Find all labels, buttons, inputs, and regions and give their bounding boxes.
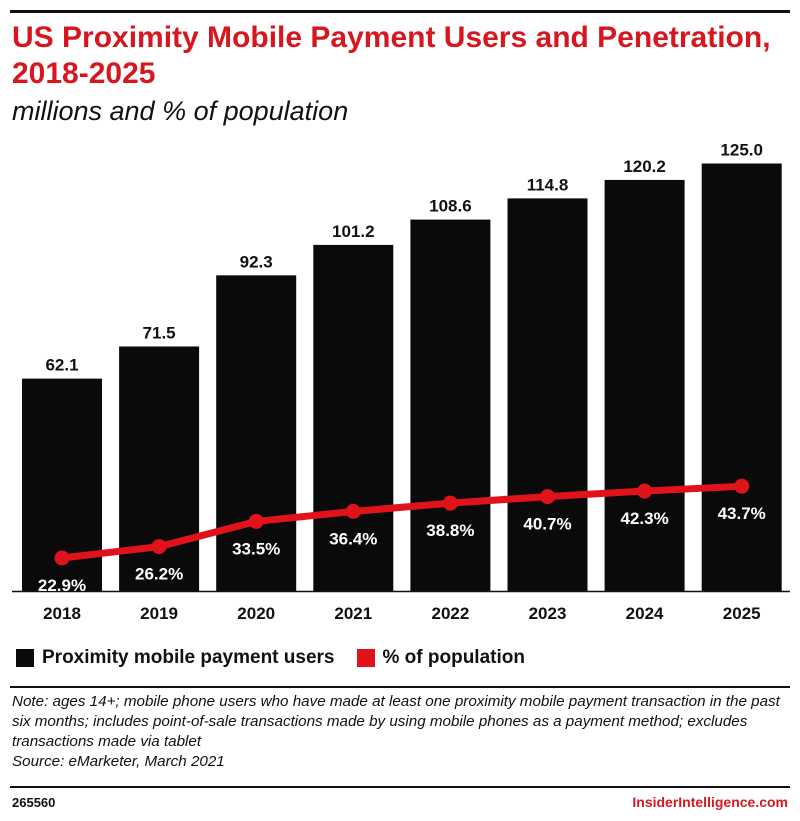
source-text: Source: eMarketer, March 2021: [12, 753, 225, 770]
bar-value-label-2019: 71.5: [143, 323, 176, 342]
chart-title: US Proximity Mobile Payment Users and Pe…: [12, 21, 771, 90]
penetration-line: [58, 482, 746, 562]
line-series: 22.9% 26.2% 33.5% 36.4% 38.8% 40.7% 42.3% 43.7%: [38, 478, 766, 595]
x-tick-2024: 2024: [626, 604, 664, 623]
legend-label-users: Proximity mobile payment users: [42, 647, 335, 668]
legend-swatch-users: [16, 649, 34, 667]
bar-2021: [313, 244, 394, 591]
x-tick-2021: 2021: [334, 604, 372, 623]
bar-2023: [507, 198, 588, 591]
penetration-point-2023: [540, 489, 555, 505]
penetration-label-2025: 43.7%: [718, 504, 766, 523]
legend-label-population: % of population: [382, 647, 525, 668]
note-text: Note: ages 14+; mobile phone users who h…: [12, 693, 780, 750]
penetration-point-2020: [248, 513, 264, 529]
bar-2024: [604, 179, 685, 591]
bar-value-label-2018: 62.1: [45, 356, 78, 375]
bar-value-label-2022: 108.6: [429, 197, 472, 216]
chart-id: 265560: [12, 795, 56, 810]
chart-note: Note: ages 14+; mobile phone users who h…: [12, 692, 788, 772]
x-tick-2019: 2019: [140, 604, 178, 623]
bar-value-labels: 62.1 71.5 92.3 101.2 108.6 114.8 120.2 125.0: [45, 141, 763, 375]
legend: Proximity mobile payment users % of popu…: [16, 644, 547, 672]
penetration-label-2022: 38.8%: [426, 521, 474, 540]
penetration-point-2022: [442, 495, 458, 511]
bar-value-label-2023: 114.8: [527, 175, 569, 194]
bar-2025: [701, 163, 782, 591]
x-tick-2022: 2022: [431, 604, 469, 623]
legend-swatch-population: [356, 649, 375, 667]
legend-item-users: Proximity mobile payment users: [16, 647, 335, 669]
penetration-point-2019: [151, 539, 167, 555]
bar-value-label-2020: 92.3: [240, 252, 273, 271]
x-tick-2023: 2023: [529, 604, 567, 623]
bar-series: [22, 163, 782, 591]
penetration-point-2025: [734, 478, 750, 494]
divider: [10, 686, 790, 688]
footer-divider: [10, 786, 790, 788]
penetration-label-2023: 40.7%: [523, 515, 571, 534]
penetration-label-2020: 33.5%: [232, 539, 280, 558]
chart-subtitle: millions and % of population: [12, 96, 349, 126]
x-tick-2025: 2025: [723, 604, 761, 623]
bar-value-label-2021: 101.2: [332, 222, 375, 241]
penetration-point-2018: [54, 550, 70, 566]
bar-2019: [119, 346, 200, 591]
penetration-point-2021: [345, 503, 361, 519]
penetration-point-2024: [637, 483, 653, 499]
penetration-label-2019: 26.2%: [135, 565, 183, 584]
x-tick-2020: 2020: [237, 604, 275, 623]
bar-2022: [410, 219, 491, 591]
chart-area: 62.1 71.5 92.3 101.2 108.6 114.8 120.2 125.0 20…: [12, 141, 790, 623]
x-tick-2018: 2018: [43, 604, 81, 623]
penetration-label-2021: 36.4%: [329, 529, 377, 548]
bar-value-label-2024: 120.2: [623, 157, 666, 176]
top-rule: [10, 10, 790, 13]
penetration-label-2018: 22.9%: [38, 576, 86, 595]
brand-link[interactable]: InsiderIntelligence.com: [632, 794, 788, 810]
legend-item-population: % of population: [356, 647, 525, 669]
bar-value-label-2025: 125.0: [720, 141, 763, 160]
penetration-label-2024: 42.3%: [620, 509, 668, 528]
x-axis-ticks: 2018 2019 2020 2021 2022 2023 2024 2025: [43, 604, 761, 623]
bar-2020: [216, 275, 297, 591]
